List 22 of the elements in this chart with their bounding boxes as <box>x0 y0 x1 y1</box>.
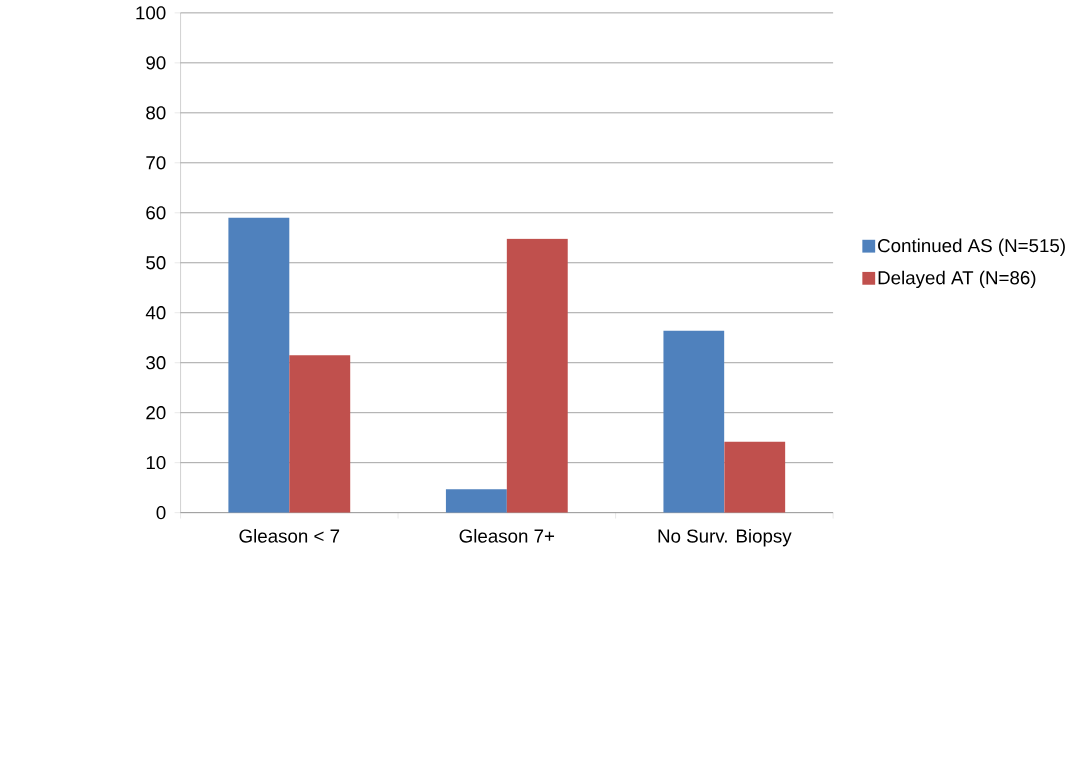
y-tick-label: 60 <box>146 206 166 220</box>
y-tick-label: 10 <box>146 456 166 470</box>
y-tick-label: 20 <box>146 406 166 420</box>
legend-label: Delayed AT (N=86) <box>878 270 1036 289</box>
x-tick-label: Gleason < 7 <box>239 529 340 543</box>
y-tick-label: 90 <box>146 56 166 70</box>
bar <box>663 330 725 513</box>
y-tick-label: 70 <box>146 156 166 170</box>
x-tick-label: Gleason 7+ <box>459 529 555 543</box>
bar <box>228 218 290 513</box>
bar <box>724 441 786 513</box>
y-tick-label: 0 <box>156 506 166 520</box>
bar <box>506 239 568 513</box>
y-tick-label: 50 <box>146 256 166 270</box>
y-tick-label: 100 <box>136 6 166 20</box>
y-tick-label: 80 <box>146 106 166 120</box>
y-tick-label: 40 <box>145 306 166 320</box>
bar <box>445 489 507 513</box>
bar <box>289 355 351 513</box>
y-tick-label: 30 <box>146 356 166 370</box>
legend-label: Continued AS (N=515) <box>878 238 1065 257</box>
x-tick-label: No Surv. Biopsy <box>658 529 792 547</box>
